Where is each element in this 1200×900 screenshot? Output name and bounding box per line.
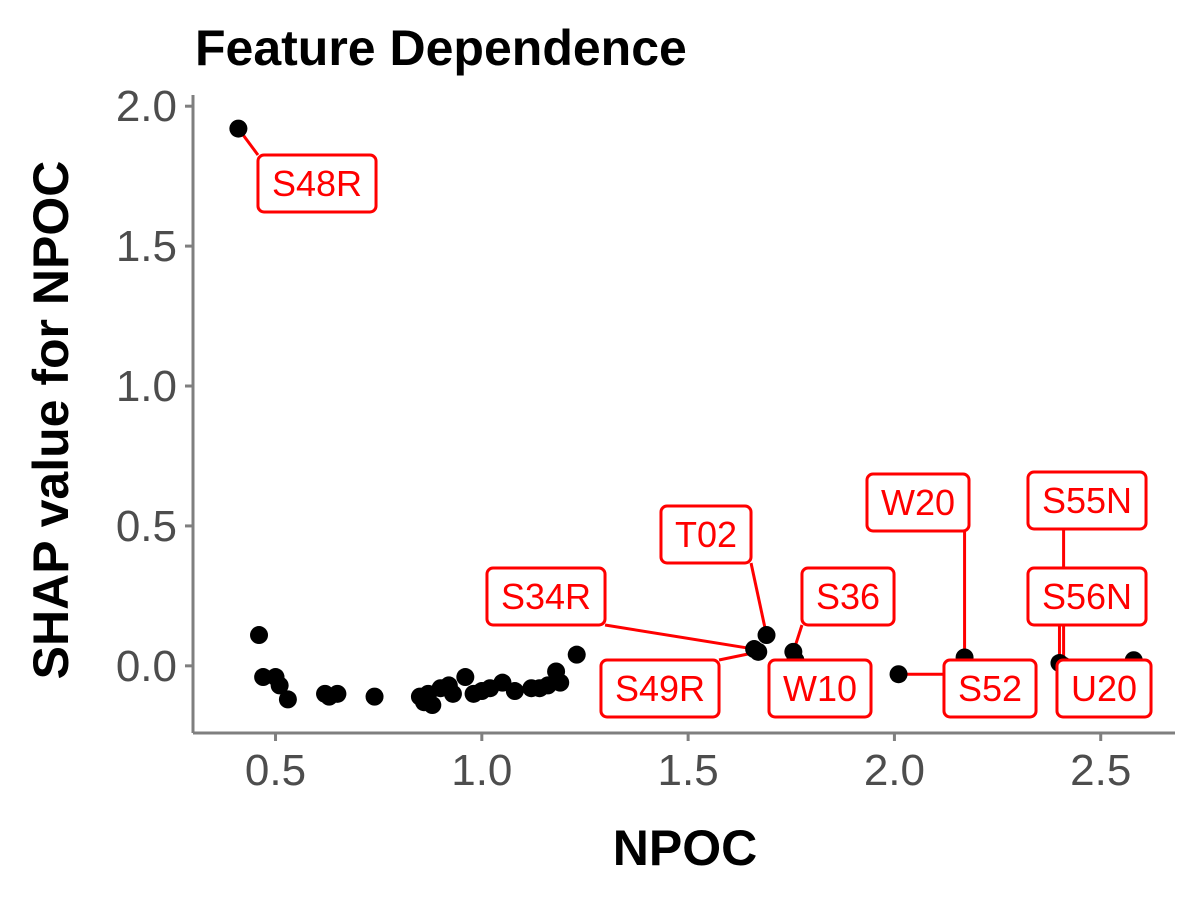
y-tick-label: 0.0 [116,642,177,691]
point-label-box [942,658,1038,719]
point-labels: S48R S34R S49R T02 S36 W10 S52 W20 S56N S55N U20 [256,153,1153,719]
y-tick-label: 2.0 [116,82,177,131]
data-point [505,682,524,701]
point-label-box [659,504,753,565]
point-label-box [1026,470,1148,531]
leader-line [749,562,768,636]
data-point [328,684,347,703]
y-tick-label: 1.0 [116,362,177,411]
axes: 0.0 0.5 1.0 1.5 2.0 0.5 1.0 1.5 2.0 2.5 [116,82,1175,795]
point-label: S52 [958,668,1022,709]
x-tick-label: 2.5 [1070,746,1131,795]
x-tick-label: 1.0 [451,746,512,795]
x-tick-label: 2.0 [864,746,925,795]
data-point [423,696,442,715]
data-point [278,690,297,709]
data-point [254,668,273,687]
point-label-box [865,472,971,533]
chart-title: Feature Dependence [195,20,687,76]
point-label: S49R [615,668,705,709]
data-point [250,626,269,645]
y-tick-label: 1.5 [116,222,177,271]
point-label-box [767,658,873,719]
x-tick-label: 0.5 [245,746,306,795]
point-label: W20 [881,482,955,523]
data-point [567,645,586,664]
data-point [443,684,462,703]
y-tick-label: 0.5 [116,502,177,551]
data-point [456,668,475,687]
point-label: W10 [783,668,857,709]
data-point [551,673,570,692]
x-axis-title: NPOC [613,820,757,876]
point-label: U20 [1071,668,1137,709]
point-label: S36 [816,576,880,617]
data-point [270,676,289,695]
data-point [757,626,776,645]
data-points [229,119,1143,715]
point-label-box [256,153,378,214]
point-label-box [485,566,607,627]
point-label-box [1026,566,1148,627]
data-point [365,687,384,706]
data-point [749,642,768,661]
data-point [229,119,248,138]
x-tick-label: 1.5 [658,746,719,795]
point-label: S56N [1042,576,1132,617]
point-label: S34R [501,576,591,617]
point-label: T02 [675,514,737,555]
point-label: S48R [272,163,362,204]
leader-line [604,623,755,651]
point-label-box [800,566,896,627]
point-label-box [599,658,721,719]
y-axis-title: SHAP value for NPOC [23,161,79,680]
data-point [889,665,908,684]
point-label-box [1055,658,1153,719]
point-label: S55N [1042,480,1132,521]
